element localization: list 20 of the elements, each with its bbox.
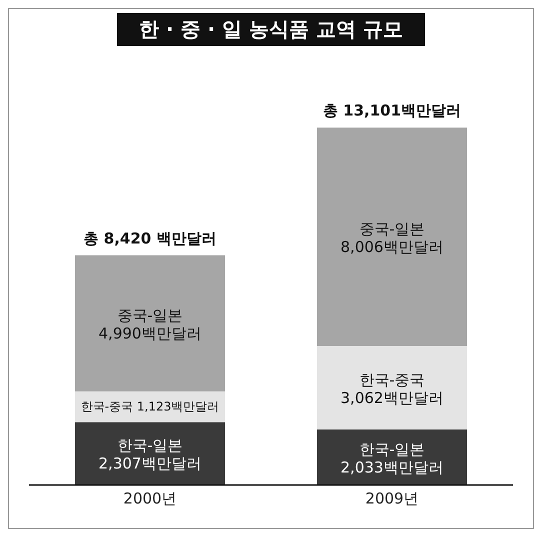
- data-label: 3,062백만달러: [340, 388, 444, 407]
- total-label: 총 13,101백만달러: [322, 102, 462, 120]
- bar: [317, 346, 467, 430]
- series-label: 한국-중국: [359, 370, 425, 389]
- series-label: 중국-일본: [117, 306, 183, 324]
- chart-title: 한 · 중 · 일 농식품 교역 규모: [117, 13, 425, 46]
- text: 중국-일본: [359, 220, 425, 238]
- data-label: 2,033백만달러: [340, 458, 444, 476]
- data-label: 8,006백만달러: [340, 238, 444, 256]
- data-label: 2,307백만달러: [98, 454, 202, 473]
- bar: [75, 422, 225, 485]
- x-tick-label: 2000년: [123, 490, 177, 508]
- text: 한국-일본: [117, 436, 183, 455]
- x-tick-label: 2009년: [365, 490, 419, 508]
- data-label: 4,990백만달러: [98, 324, 202, 342]
- series-label: 한국-일본: [359, 440, 425, 458]
- text: 한국-중국 1,123백만달러: [80, 400, 220, 414]
- total-label: 총 8,420 백만달러: [84, 229, 216, 248]
- bar: [317, 128, 467, 346]
- bar: [75, 255, 225, 392]
